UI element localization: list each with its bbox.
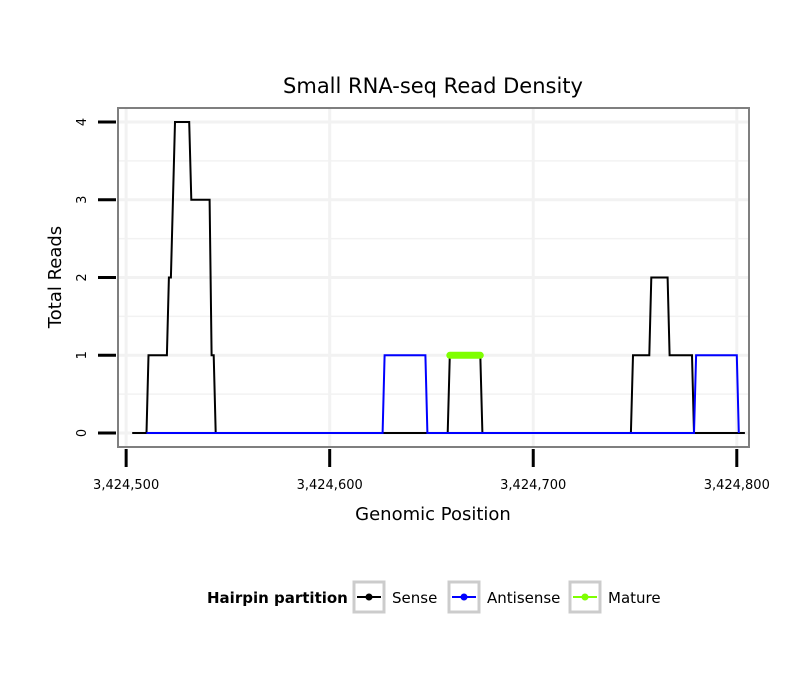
legend-key-box (568, 580, 602, 614)
x-axis-title: Genomic Position (355, 504, 511, 525)
x-tick-label: 3,424,800 (704, 478, 770, 493)
y-tick-label: 4 (75, 118, 90, 126)
series-line-antisense (146, 354, 740, 434)
legend-label-mature: Mature (608, 589, 661, 607)
data-series (132, 121, 745, 434)
y-tick-label: 0 (75, 429, 90, 437)
y-axis-title: Total Reads (45, 226, 66, 329)
y-tick-label: 3 (75, 196, 90, 204)
y-axis: 0 1 2 3 4 (75, 118, 116, 437)
x-axis: 3,424,500 3,424,600 3,424,700 3,424,800 (93, 449, 770, 493)
legend-key-point (460, 593, 468, 601)
x-tick-label: 3,424,500 (93, 478, 159, 493)
legend-label-sense: Sense (392, 589, 437, 607)
legend: Hairpin partition Sense Antisense Mature (207, 580, 661, 614)
chart-title: Small RNA-seq Read Density (283, 74, 583, 98)
grid-lines (118, 108, 749, 447)
y-tick-label: 1 (75, 351, 90, 359)
plot-area (117, 107, 750, 448)
y-tick-label: 2 (75, 273, 90, 281)
legend-key-point (581, 593, 589, 601)
legend-label-antisense: Antisense (487, 589, 560, 607)
legend-title: Hairpin partition (207, 589, 348, 607)
x-tick-label: 3,424,600 (297, 478, 363, 493)
x-tick-label: 3,424,700 (500, 478, 566, 493)
plot-border (117, 107, 750, 448)
legend-key-point (365, 593, 373, 601)
